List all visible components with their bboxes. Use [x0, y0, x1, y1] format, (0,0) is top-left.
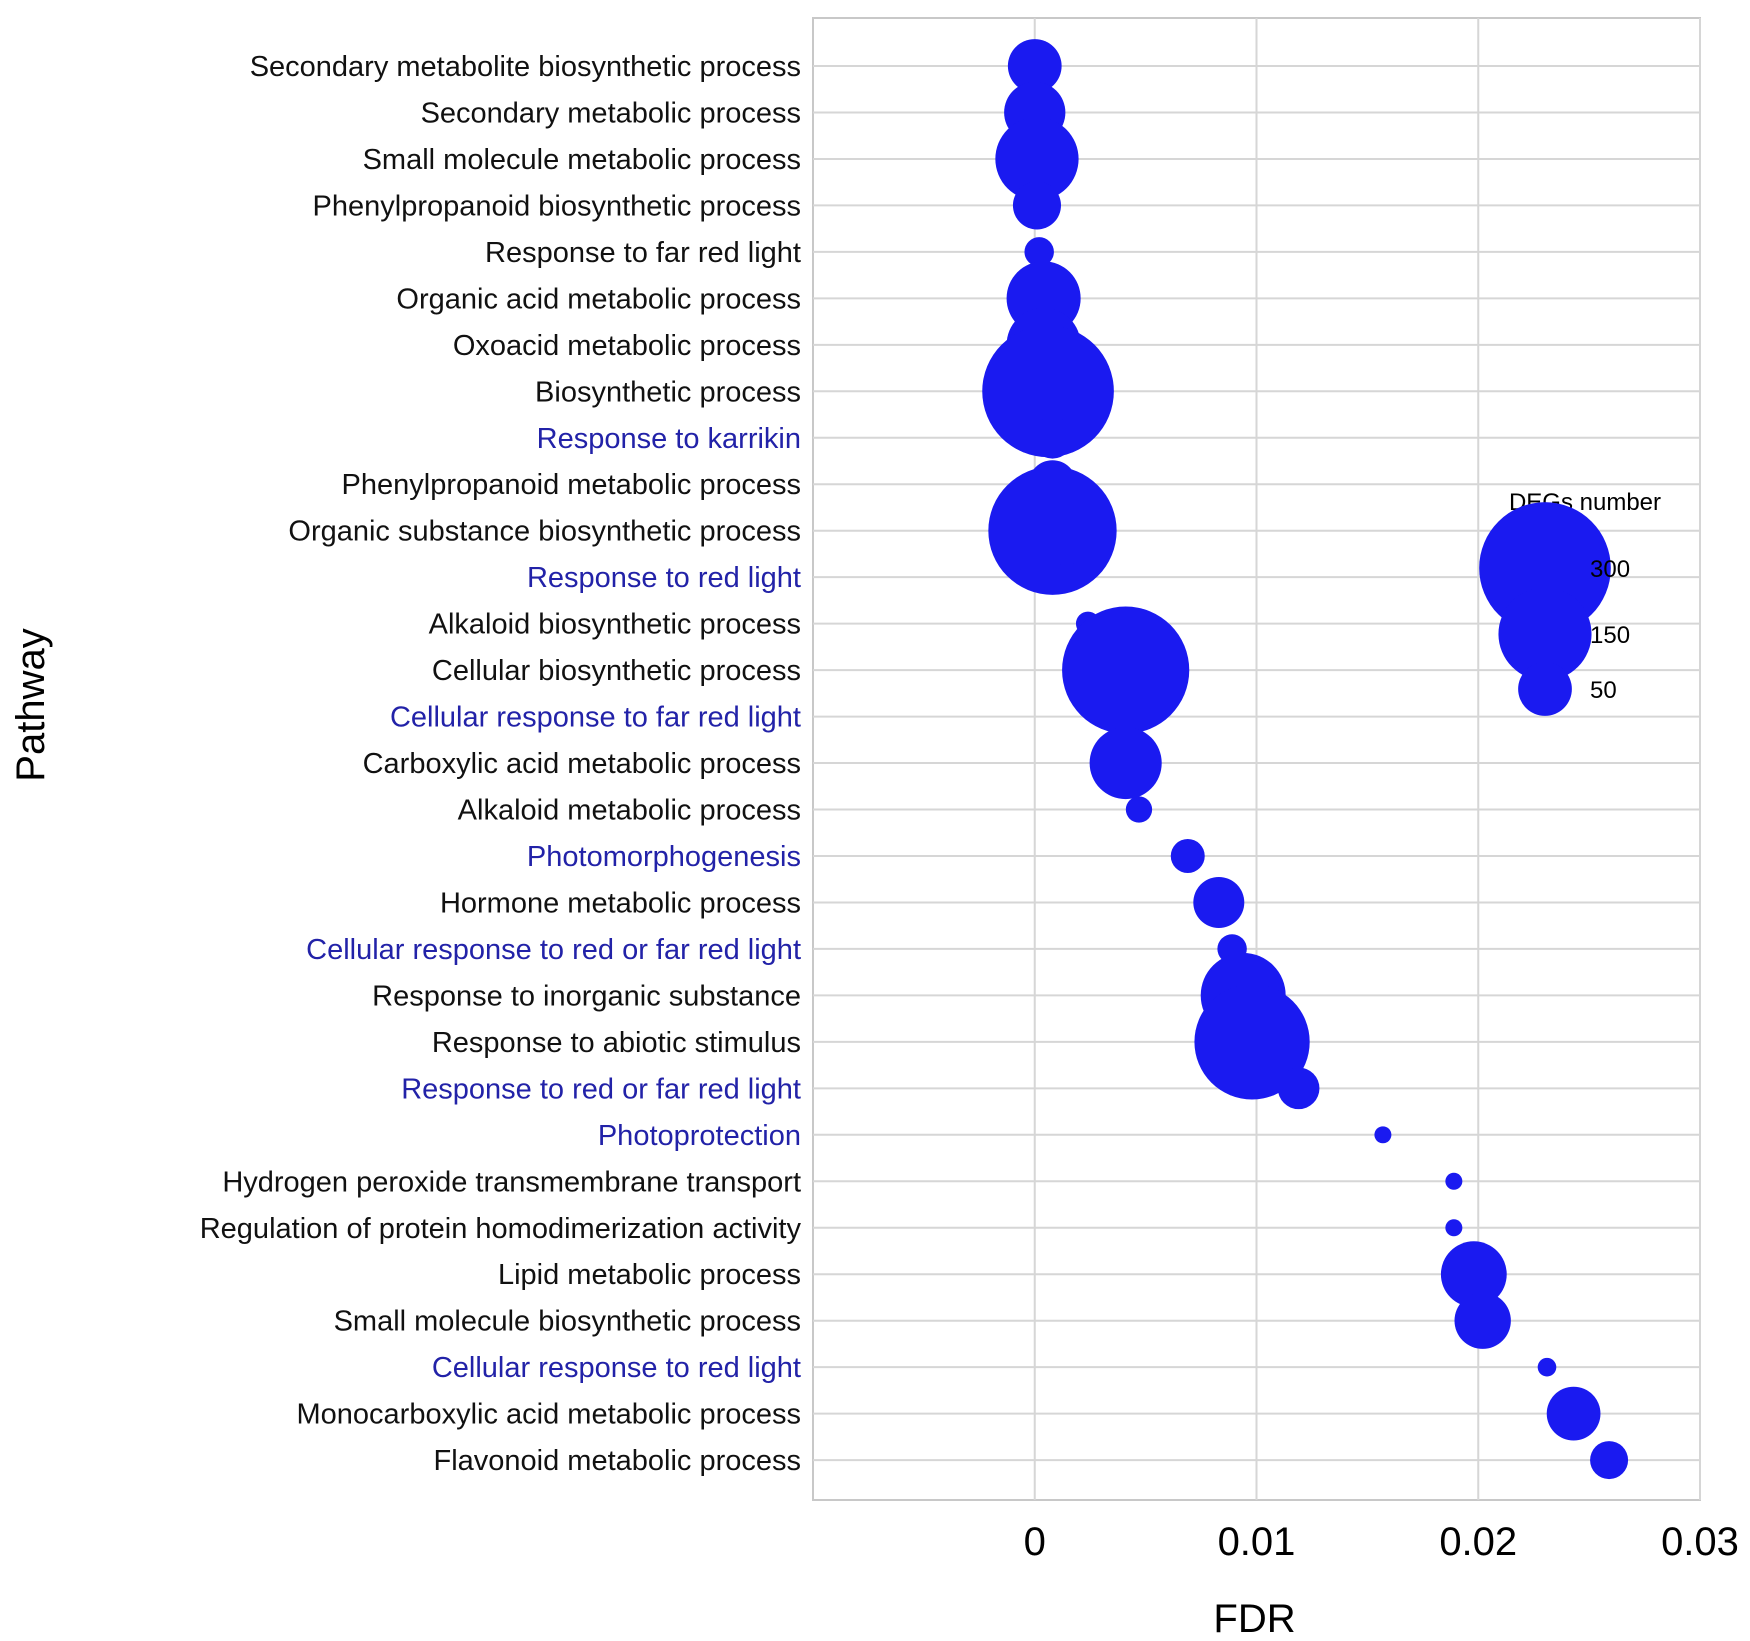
- data-point: [1194, 984, 1310, 1100]
- data-point: [1537, 1357, 1557, 1377]
- y-tick-label: Response to red light: [527, 562, 801, 594]
- data-point: [1445, 1172, 1463, 1190]
- y-tick-label: Organic acid metabolic process: [396, 283, 801, 315]
- data-point: [1007, 39, 1062, 93]
- data-point: [1024, 237, 1054, 267]
- y-tick-label: Regulation of protein homodimerization a…: [200, 1213, 802, 1245]
- data-point: [1089, 727, 1162, 800]
- y-tick-label: Hormone metabolic process: [440, 887, 801, 919]
- y-tick-label: Phenylpropanoid biosynthetic process: [313, 190, 801, 222]
- y-tick-label: Cellular response to red light: [432, 1352, 801, 1384]
- legend-marker: [1479, 502, 1611, 634]
- y-tick-label: Oxoacid metabolic process: [453, 330, 801, 362]
- y-tick-label: Carboxylic acid metabolic process: [363, 748, 801, 780]
- data-point: [1277, 1067, 1320, 1110]
- data-point: [1440, 1241, 1507, 1308]
- horizontal-gridlines: [813, 65, 1700, 1462]
- legend-label: 50: [1590, 677, 1617, 704]
- data-point: [1062, 606, 1190, 734]
- y-tick-label: Small molecule biosynthetic process: [334, 1306, 801, 1338]
- y-tick-label: Monocarboxylic acid metabolic process: [297, 1399, 802, 1431]
- y-tick-label: Response to karrikin: [537, 423, 801, 455]
- y-tick-label: Response to abiotic stimulus: [432, 1027, 801, 1059]
- data-point: [1012, 181, 1062, 230]
- y-tick-label: Response to inorganic substance: [372, 980, 801, 1012]
- y-tick-label: Flavonoid metabolic process: [433, 1445, 801, 1477]
- y-tick-label: Photomorphogenesis: [527, 841, 801, 873]
- data-point: [1546, 1386, 1601, 1441]
- data-point: [1590, 1441, 1629, 1480]
- legend-marker: [1518, 662, 1572, 716]
- y-tick-label: Cellular biosynthetic process: [432, 655, 801, 687]
- x-tick-label: 0.01: [1218, 1520, 1296, 1564]
- legend-marker: [1498, 587, 1592, 681]
- y-tick-label: Phenylpropanoid metabolic process: [342, 469, 801, 501]
- y-tick-label: Secondary metabolite biosynthetic proces…: [250, 51, 801, 83]
- y-tick-label: Secondary metabolic process: [421, 97, 801, 129]
- y-axis-tick-labels: Secondary metabolite biosynthetic proces…: [200, 51, 802, 1477]
- y-tick-label: Organic substance biosynthetic process: [288, 516, 801, 548]
- data-point: [1053, 562, 1083, 592]
- y-tick-label: Biosynthetic process: [535, 376, 801, 408]
- data-point: [982, 325, 1114, 458]
- data-point: [1125, 796, 1153, 823]
- data-point: [1454, 1292, 1511, 1349]
- x-tick-label: 0.03: [1661, 1520, 1739, 1564]
- y-tick-label: Cellular response to red or far red ligh…: [306, 934, 801, 966]
- legend-label: 300: [1590, 556, 1630, 583]
- y-tick-label: Response to red or far red light: [401, 1073, 801, 1105]
- y-tick-label: Response to far red light: [485, 237, 801, 269]
- y-tick-label: Small molecule metabolic process: [363, 144, 801, 176]
- data-point: [1445, 1219, 1463, 1237]
- data-point: [995, 117, 1079, 201]
- y-tick-label: Cellular response to far red light: [390, 702, 801, 734]
- x-tick-label: 0.02: [1439, 1520, 1517, 1564]
- data-point: [1031, 416, 1074, 459]
- data-points: [982, 39, 1629, 1480]
- legend-label: 150: [1590, 622, 1630, 649]
- data-point: [1374, 1126, 1392, 1144]
- y-tick-label: Hydrogen peroxide transmembrane transpor…: [222, 1166, 801, 1198]
- y-tick-label: Alkaloid metabolic process: [458, 795, 801, 827]
- x-axis-title: FDR: [1213, 1597, 1295, 1641]
- data-point: [988, 466, 1117, 595]
- y-tick-label: Lipid metabolic process: [498, 1259, 801, 1291]
- y-tick-label: Alkaloid biosynthetic process: [429, 609, 801, 641]
- x-tick-label: 0: [1024, 1520, 1046, 1564]
- y-axis-title: Pathway: [9, 628, 53, 781]
- data-point: [1193, 876, 1245, 928]
- x-axis-tick-labels: 0 0.01 0.02 0.03: [1024, 1520, 1739, 1564]
- data-point: [1117, 708, 1135, 726]
- data-point: [1170, 838, 1205, 873]
- y-tick-label: Photoprotection: [598, 1120, 801, 1152]
